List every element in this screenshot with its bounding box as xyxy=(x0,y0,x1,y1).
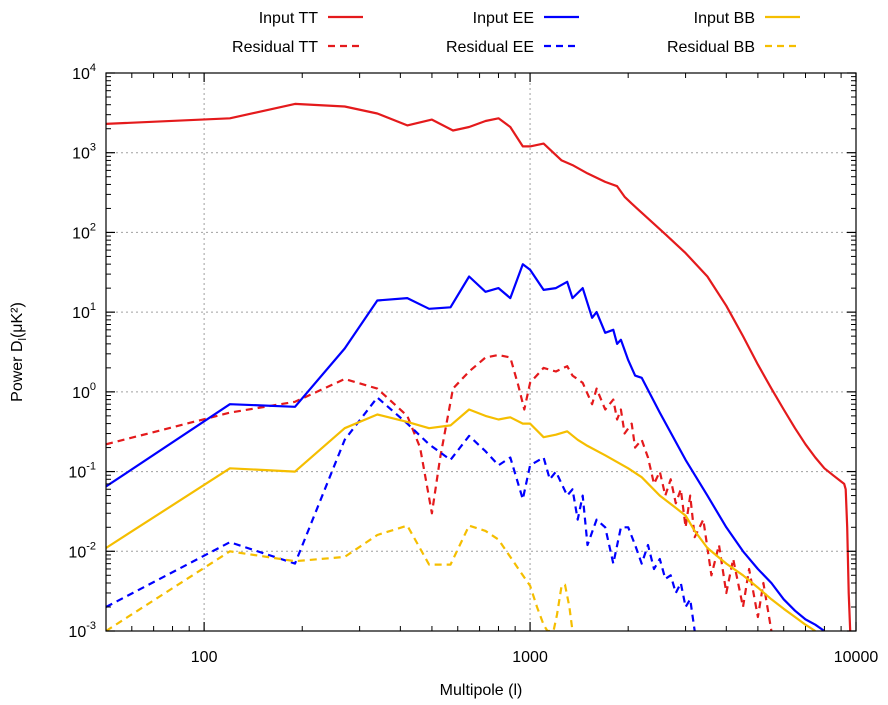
legend-label: Input TT xyxy=(259,10,319,27)
y-tick-exponent: 0 xyxy=(90,381,96,393)
y-tick-label: 104 xyxy=(72,62,96,83)
y-tick-label: 10-2 xyxy=(68,540,96,561)
series-line-input-tt xyxy=(106,102,852,631)
y-axis-label-subscript: l xyxy=(17,338,29,340)
y-tick-base: 10 xyxy=(72,66,90,83)
x-axis-label: Multipole (l) xyxy=(440,682,523,699)
series-line-input-ee xyxy=(106,263,826,631)
y-tick-label: 100 xyxy=(72,381,96,402)
plot-frame xyxy=(105,72,857,632)
x-tick-label: 10000 xyxy=(834,649,879,666)
y-tick-exponent: 4 xyxy=(90,62,96,74)
series-line-residual-tt xyxy=(106,353,773,631)
y-axis-label-main: Power D xyxy=(9,340,26,401)
legend-label: Input BB xyxy=(694,10,755,27)
y-tick-label: 103 xyxy=(72,142,96,163)
y-tick-base: 10 xyxy=(72,146,90,163)
y-tick-label: 102 xyxy=(72,221,96,242)
y-tick-exponent: -3 xyxy=(86,620,96,632)
y-axis-label-unit: (μK²) xyxy=(9,302,26,338)
series-line-input-bb xyxy=(106,408,816,631)
y-tick-label: 101 xyxy=(72,301,96,322)
x-tick-label: 1000 xyxy=(512,649,548,666)
y-tick-exponent: 3 xyxy=(90,142,96,154)
y-tick-exponent: 1 xyxy=(90,301,96,313)
series-group xyxy=(106,102,852,631)
ticks xyxy=(106,72,857,632)
legend: Input TT Input EE Input BB Residual TT Resid… xyxy=(232,10,800,56)
y-axis-label: Power Dl(μK²) xyxy=(9,302,29,402)
y-tick-base: 10 xyxy=(72,305,90,322)
legend-label: Residual EE xyxy=(446,39,534,56)
grid xyxy=(106,73,856,631)
y-tick-base: 10 xyxy=(68,544,86,561)
x-tick-label: 100 xyxy=(191,649,218,666)
y-tick-base: 10 xyxy=(68,624,86,641)
legend-label: Input EE xyxy=(473,10,534,27)
legend-label: Residual TT xyxy=(232,39,318,56)
legend-label: Residual BB xyxy=(667,39,755,56)
y-tick-base: 10 xyxy=(72,385,90,402)
y-tick-exponent: -1 xyxy=(86,461,96,473)
series-line-residual-bb xyxy=(106,524,574,631)
series-line-residual-ee xyxy=(106,396,696,631)
y-tick-label: 10-1 xyxy=(68,461,96,482)
y-tick-label: 10-3 xyxy=(68,620,96,641)
y-tick-base: 10 xyxy=(72,225,90,242)
y-tick-exponent: -2 xyxy=(86,540,96,552)
y-tick-exponent: 2 xyxy=(90,221,96,233)
y-tick-base: 10 xyxy=(68,465,86,482)
